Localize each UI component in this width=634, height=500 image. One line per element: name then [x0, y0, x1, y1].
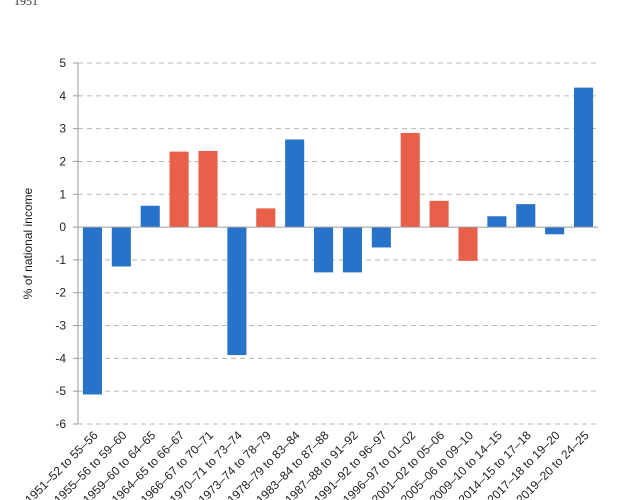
y-tick-label: 1 — [59, 187, 66, 201]
y-tick-label: 5 — [59, 56, 66, 70]
bar-11 — [371, 227, 391, 248]
bar-7 — [256, 208, 276, 228]
bar-8 — [285, 139, 305, 228]
bar-14 — [458, 227, 478, 261]
year-label: 1951 — [14, 0, 38, 8]
y-tick-labels: -6 -5 -4 -3 -2 -1 0 1 2 3 4 5 — [55, 56, 66, 431]
y-tick-label: -3 — [55, 319, 66, 333]
y-tick-label: 3 — [59, 122, 66, 136]
y-tick-label: 4 — [59, 89, 66, 103]
bars — [82, 87, 594, 395]
bar-12 — [400, 132, 420, 228]
bar-6 — [227, 227, 247, 356]
y-tick-label: -2 — [55, 286, 66, 300]
y-tick-label: -4 — [55, 351, 66, 365]
bar-2 — [111, 227, 131, 267]
y-tick-label: 0 — [59, 220, 66, 234]
y-tick-label: -1 — [55, 253, 66, 267]
bar-15 — [487, 216, 507, 228]
y-tick-label: -5 — [55, 384, 66, 398]
bar-9 — [314, 227, 334, 273]
y-axis-title: % of national income — [21, 187, 35, 299]
bar-4 — [169, 151, 189, 228]
bar-13 — [429, 200, 449, 228]
gridlines — [78, 62, 598, 425]
bar-3 — [140, 205, 160, 228]
bar-17 — [545, 227, 565, 235]
bar-16 — [516, 204, 536, 228]
bar-10 — [342, 227, 362, 273]
y-tick-label: 2 — [59, 154, 66, 168]
bar-5 — [198, 150, 218, 228]
bar-1 — [82, 227, 102, 395]
axes — [73, 62, 598, 425]
bar-18 — [574, 87, 594, 228]
y-tick-label: -6 — [55, 417, 66, 431]
